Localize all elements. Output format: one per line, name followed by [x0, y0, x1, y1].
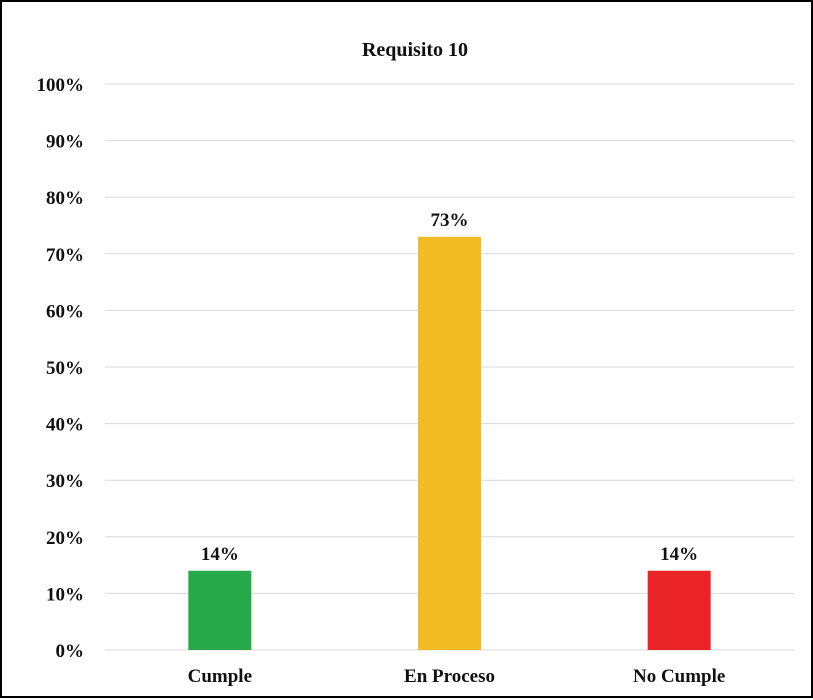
- bar-en-proceso: [418, 236, 481, 650]
- chart-title: Requisito 10: [362, 39, 468, 61]
- data-label: 14%: [201, 544, 239, 565]
- y-tick-label: 50%: [46, 358, 84, 379]
- x-category-label: En Proceso: [404, 666, 495, 687]
- bar-no-cumple: [647, 570, 711, 650]
- y-tick-label: 60%: [46, 301, 84, 322]
- y-tick-label: 70%: [46, 245, 84, 266]
- y-tick-label: 20%: [46, 528, 84, 549]
- y-tick-label: 90%: [46, 132, 84, 153]
- y-tick-label: 0%: [56, 641, 85, 662]
- data-label: 14%: [660, 544, 698, 565]
- x-axis: Cumple En Proceso No Cumple: [188, 666, 726, 687]
- y-tick-label: 80%: [46, 188, 84, 209]
- bar-cumple: [188, 570, 252, 650]
- data-label: 73%: [431, 210, 469, 231]
- y-axis: 0% 10% 20% 30% 40% 50% 60% 70% 80% 90% 100%: [37, 75, 85, 662]
- bars: [188, 236, 711, 650]
- data-labels: 14% 73% 14%: [201, 210, 698, 565]
- y-tick-label: 10%: [46, 584, 84, 605]
- y-tick-label: 30%: [46, 471, 84, 492]
- y-tick-label: 100%: [37, 75, 85, 96]
- x-category-label: No Cumple: [633, 666, 725, 687]
- x-category-label: Cumple: [188, 666, 252, 687]
- y-tick-label: 40%: [46, 415, 84, 436]
